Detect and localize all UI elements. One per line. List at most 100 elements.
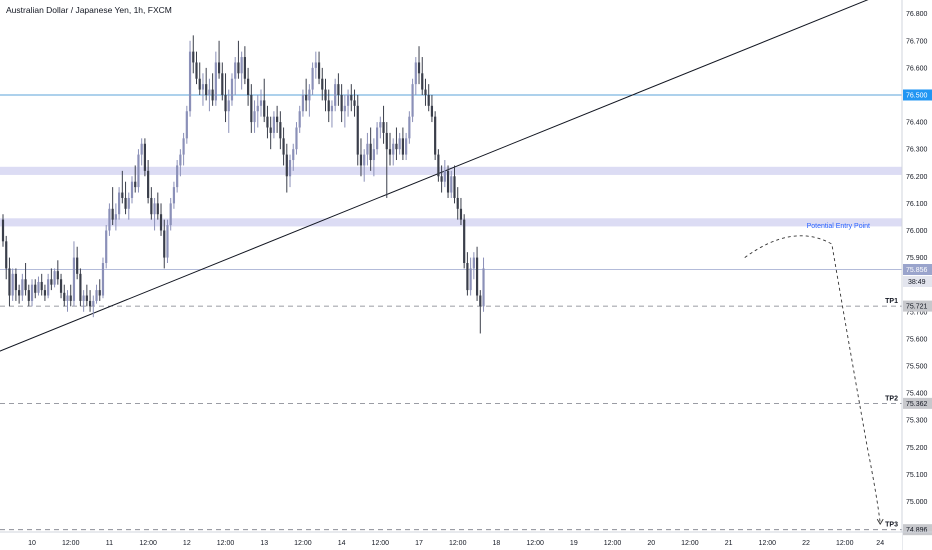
x-tick-label: 21: [725, 540, 733, 547]
x-tick-label: 18: [493, 540, 501, 547]
candle-body: [140, 143, 143, 155]
candle-body: [327, 100, 330, 112]
x-tick-label: 12:00: [139, 540, 157, 547]
candle-body: [324, 89, 327, 101]
y-tick-label: 75.100: [906, 472, 928, 479]
candle-body: [147, 170, 150, 198]
candle-body: [56, 271, 59, 280]
x-tick-label: 12:00: [372, 540, 390, 547]
candle-body: [446, 170, 450, 193]
y-tick-label: 75.600: [906, 336, 928, 343]
candle-body: [134, 181, 137, 188]
candle-body: [217, 62, 221, 74]
candle-body: [263, 100, 266, 117]
candle-body: [18, 290, 21, 296]
trendline: [0, 0, 869, 352]
candle-body: [343, 105, 346, 112]
y-tick-label: 75.900: [906, 255, 928, 262]
candle-body: [359, 154, 363, 166]
candle-body: [469, 268, 472, 291]
y-tick-label: 75.500: [906, 363, 928, 370]
candle-body: [179, 154, 182, 166]
candle-body: [321, 78, 324, 90]
candle-body: [250, 94, 253, 123]
countdown-timer: 38:49: [908, 279, 926, 286]
candle-body: [475, 257, 479, 296]
candle-body: [466, 263, 469, 291]
candle-body: [427, 94, 430, 106]
candle-body: [30, 284, 34, 301]
candle-body: [317, 62, 321, 79]
candle-body: [172, 187, 176, 204]
candle-body: [124, 197, 127, 209]
y-tick-label: 75.200: [906, 445, 928, 452]
candle-body: [24, 279, 27, 291]
y-tick-label: 76.000: [906, 228, 928, 235]
candle-body: [405, 138, 408, 155]
candle-body: [253, 111, 256, 123]
take-profit-price-tag-tp1-bg: [903, 300, 932, 312]
projection-path: [744, 235, 881, 524]
x-tick-label: 12:00: [604, 540, 622, 547]
candle-body: [66, 295, 69, 301]
candle-body: [118, 192, 121, 215]
candle-body: [417, 62, 421, 74]
candle-body: [256, 105, 259, 112]
candle-body: [182, 138, 185, 155]
y-tick-label: 75.400: [906, 391, 928, 398]
take-profit-tag-tp1: TP1: [885, 298, 898, 305]
candle-body: [11, 273, 14, 296]
chart-title: Australian Dollar / Japanese Yen, 1h, FX…: [6, 5, 172, 15]
candle-body: [366, 143, 369, 155]
x-tick-label: 12:00: [759, 540, 777, 547]
candle-body: [272, 116, 275, 133]
x-tick-label: 24: [876, 540, 884, 547]
candle-body: [456, 197, 459, 209]
candle-body: [382, 122, 385, 133]
candle-body: [101, 263, 105, 296]
take-profit-tag-tp3: TP3: [885, 522, 898, 529]
candle-body: [188, 51, 192, 112]
candle-body: [337, 84, 340, 95]
candle-body: [108, 208, 111, 231]
candle-body: [472, 257, 475, 269]
candle-body: [463, 219, 466, 263]
candle-body: [27, 290, 30, 301]
candle-body: [88, 300, 92, 307]
candle-body: [92, 300, 95, 307]
candle-body: [305, 94, 308, 101]
candle-body: [240, 57, 243, 74]
candle-body: [105, 230, 108, 263]
candle-body: [411, 84, 414, 117]
candle-body: [450, 176, 453, 193]
candle-body: [137, 154, 140, 188]
x-tick-label: 14: [338, 540, 346, 547]
candle-body: [388, 149, 392, 155]
candle-body: [21, 279, 24, 296]
x-tick-label: 12:00: [526, 540, 544, 547]
candle-body: [369, 143, 372, 161]
candle-body: [201, 84, 205, 90]
candle-body: [440, 176, 443, 182]
x-tick-label: 19: [570, 540, 578, 547]
candle-body: [82, 295, 85, 301]
candle-body: [156, 203, 159, 215]
candle-body: [43, 290, 47, 296]
candle-body: [163, 230, 166, 258]
y-tick-label: 75.700: [906, 309, 928, 316]
time-axis-area: [0, 532, 902, 550]
candle-body: [482, 268, 485, 307]
x-tick-label: 17: [415, 540, 423, 547]
current-price-tag: 75.856: [906, 267, 928, 274]
candle-body: [453, 176, 456, 198]
candle-body: [356, 105, 359, 155]
candle-body: [330, 105, 334, 112]
candle-body: [334, 84, 337, 106]
x-tick-label: 12:00: [294, 540, 312, 547]
candle-body: [301, 94, 305, 112]
candle-body: [288, 160, 292, 177]
candle-body: [259, 100, 263, 106]
y-tick-label: 76.400: [906, 120, 928, 127]
